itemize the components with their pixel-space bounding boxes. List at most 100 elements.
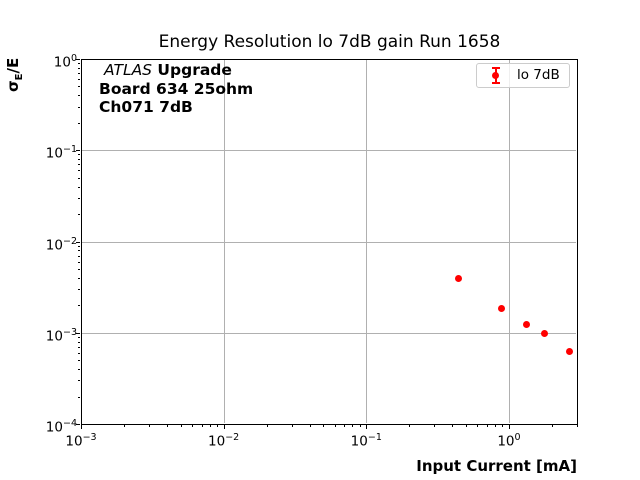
y-minor-tick (78, 336, 80, 338)
x-minor-tick (334, 425, 336, 427)
x-minor-tick (352, 425, 354, 427)
x-major-tick (81, 425, 82, 429)
x-minor-tick (452, 425, 454, 427)
annotation-atlas: ATLAS (104, 61, 153, 79)
x-minor-tick (209, 425, 211, 427)
y-minor-tick (78, 277, 80, 279)
x-axis-label: Input Current [mA] (416, 457, 577, 475)
x-minor-tick (359, 425, 361, 427)
x-minor-tick (309, 425, 311, 427)
y-gridline (82, 332, 576, 334)
y-minor-tick (78, 177, 80, 179)
x-minor-tick (409, 425, 411, 427)
y-minor-tick (78, 86, 80, 88)
y-minor-tick (78, 122, 80, 124)
y-minor-tick (78, 360, 80, 362)
y-minor-tick (78, 255, 80, 257)
errorbar-cap-bottom (492, 82, 500, 84)
x-minor-tick (434, 425, 436, 427)
x-tick-label: 10−1 (350, 432, 382, 450)
x-minor-tick (495, 425, 497, 427)
x-minor-tick (577, 425, 578, 427)
y-minor-tick (78, 341, 80, 343)
y-minor-tick (78, 79, 80, 81)
annotation-upgrade: Upgrade (152, 61, 232, 79)
x-minor-tick (180, 425, 182, 427)
y-minor-tick (78, 396, 80, 398)
x-minor-tick (486, 425, 488, 427)
errorbar-cap-top (492, 67, 500, 69)
y-tick-label: 10−2 (45, 235, 77, 254)
annotation-text: ATLAS Upgrade Board 634 25ohm Ch071 7dB (99, 61, 253, 117)
y-gridline (82, 150, 576, 152)
y-minor-tick (78, 245, 80, 247)
x-minor-tick (123, 425, 125, 427)
y-minor-tick (78, 305, 80, 307)
x-minor-tick (465, 425, 467, 427)
y-minor-tick (78, 197, 80, 199)
y-minor-tick (78, 95, 80, 97)
y-minor-tick (78, 369, 80, 371)
y-major-tick (76, 59, 80, 60)
x-major-tick (508, 425, 510, 429)
x-minor-tick (344, 425, 346, 427)
legend: lo 7dB (476, 63, 570, 88)
x-minor-tick (291, 425, 293, 427)
x-major-tick (223, 425, 225, 429)
x-minor-tick (502, 425, 504, 427)
y-minor-tick (78, 106, 80, 108)
y-minor-tick (78, 214, 80, 216)
errorbar-dot (492, 72, 499, 79)
y-minor-tick (78, 250, 80, 252)
y-tick-label: 10−1 (45, 144, 77, 162)
legend-label: lo 7dB (517, 67, 560, 83)
errorbar-marker-icon (490, 67, 502, 84)
y-minor-tick (78, 186, 80, 188)
y-major-tick (76, 150, 80, 152)
x-tick-label: 100 (497, 432, 521, 450)
y-minor-tick (78, 261, 80, 263)
x-tick-label: 10−3 (65, 432, 97, 450)
x-minor-tick (192, 425, 193, 427)
y-minor-tick (78, 380, 80, 382)
y-minor-tick (78, 346, 80, 348)
annotation-line-1: ATLAS Upgrade (99, 61, 253, 80)
y-minor-tick (78, 289, 80, 291)
y-tick-label: 10−4 (45, 418, 77, 436)
annotation-line-2: Board 634 25ohm (99, 79, 254, 98)
y-minor-tick (78, 352, 80, 354)
y-minor-tick (78, 73, 80, 75)
data-point (455, 275, 463, 283)
data-point (498, 304, 506, 312)
x-minor-tick (266, 425, 268, 427)
x-minor-tick (323, 425, 325, 427)
y-minor-tick (78, 67, 80, 69)
x-minor-tick (551, 425, 553, 427)
y-minor-tick (78, 159, 80, 161)
y-tick-label: 100 (53, 53, 77, 71)
y-minor-tick (78, 170, 80, 172)
y-tick-label: 10−3 (45, 326, 77, 345)
y-minor-tick (78, 268, 80, 270)
data-point (566, 348, 574, 356)
y-major-tick (76, 241, 80, 243)
x-minor-tick (217, 425, 219, 427)
y-minor-tick (78, 154, 80, 156)
plot-area (81, 59, 578, 425)
x-major-tick (366, 425, 368, 429)
data-point (541, 330, 549, 338)
y-gridline (82, 241, 576, 243)
x-minor-tick (477, 425, 479, 427)
y-minor-tick (78, 164, 80, 166)
y-major-tick (76, 424, 80, 425)
y-minor-tick (78, 63, 80, 65)
x-minor-tick (201, 425, 203, 427)
y-major-tick (76, 332, 80, 334)
annotation-line-3: Ch071 7dB (99, 98, 193, 116)
chart-title: Energy Resolution lo 7dB gain Run 1658 (158, 32, 501, 52)
x-minor-tick (166, 425, 168, 427)
x-tick-label: 10−2 (208, 432, 240, 450)
data-point (523, 321, 531, 329)
